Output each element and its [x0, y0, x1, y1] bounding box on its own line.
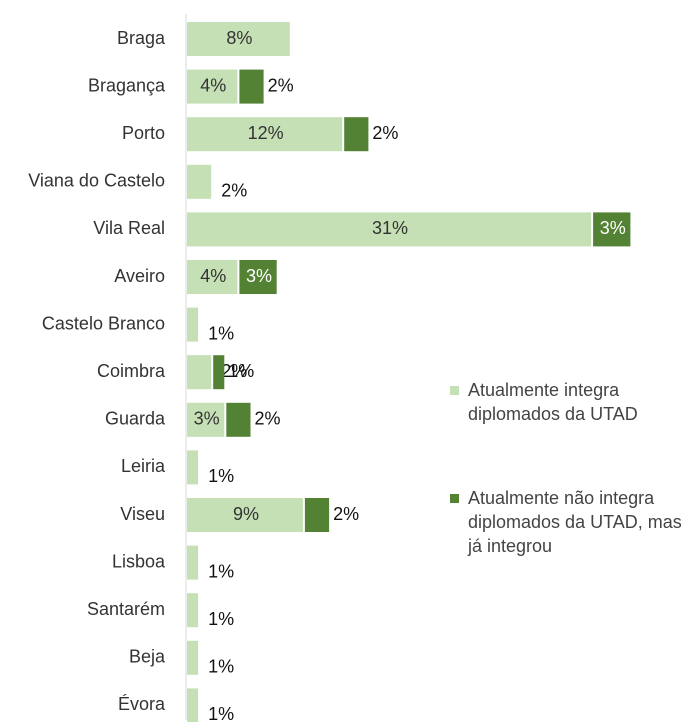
category-label: Évora: [118, 694, 166, 714]
bar-segment: [187, 593, 199, 628]
bar-segment: [187, 450, 199, 485]
category-label: Lisboa: [112, 551, 166, 571]
category-label: Guarda: [105, 409, 166, 429]
bar-segment: [239, 69, 264, 104]
value-label: 1%: [208, 561, 234, 581]
value-label: 12%: [248, 123, 284, 143]
bar-segment: [593, 212, 631, 247]
bar-segment: [344, 117, 369, 152]
category-label: Porto: [122, 123, 165, 143]
bar-segment: [226, 402, 251, 437]
bar-segment: [187, 498, 303, 532]
bar-segment: [187, 545, 199, 580]
bar-segment: [187, 164, 212, 199]
category-label: Viana do Castelo: [28, 171, 165, 191]
bar-segment: [187, 640, 199, 675]
value-label: 31%: [372, 218, 408, 238]
bar-segment: [187, 355, 212, 390]
bar-segment: [187, 69, 238, 104]
legend-item: Atualmente não integra diplomados da UTA…: [450, 486, 695, 558]
bar-segment: [239, 260, 277, 294]
category-label: Coimbra: [97, 361, 166, 381]
bar-segment: [187, 212, 592, 247]
legend-label: Atualmente integra diplomados da UTAD: [468, 380, 638, 424]
category-label: Leiria: [121, 456, 166, 476]
bar-segment: [187, 688, 199, 722]
category-label: Beja: [129, 647, 166, 667]
value-label: 1%: [208, 609, 234, 629]
value-label: 2%: [333, 504, 359, 524]
value-label: 4%: [200, 75, 226, 95]
category-label: Vila Real: [93, 218, 165, 238]
value-label: 2%: [372, 123, 398, 143]
category-label: Bragança: [88, 75, 166, 95]
category-label: Viseu: [120, 504, 165, 524]
bar-segment: [304, 498, 330, 532]
value-label: 3%: [246, 266, 272, 286]
value-label: 1%: [208, 466, 234, 486]
bar-segment: [187, 22, 290, 56]
category-label: Aveiro: [114, 266, 165, 286]
value-label: 8%: [226, 28, 252, 48]
legend-label: Atualmente não integra diplomados da UTA…: [468, 488, 682, 556]
value-label: 9%: [233, 504, 259, 524]
legend-item: Atualmente integra diplomados da UTAD: [450, 378, 695, 426]
value-label: 2%: [255, 409, 281, 429]
bar-segment: [187, 260, 238, 294]
bar-segment: [187, 402, 225, 437]
legend-swatch: [450, 386, 459, 395]
value-label: 3%: [600, 218, 626, 238]
value-label: 4%: [200, 266, 226, 286]
value-label: 2%: [268, 75, 294, 95]
value-label: 2%: [221, 361, 247, 381]
category-label: Castelo Branco: [42, 313, 165, 333]
value-label: 1%: [208, 323, 234, 343]
value-label: 1%: [228, 361, 254, 381]
category-label: Santarém: [87, 599, 165, 619]
bar-segment: [187, 307, 199, 342]
bar-segment: [187, 117, 343, 152]
value-label: 3%: [194, 409, 220, 429]
legend-swatch: [450, 494, 459, 503]
bar-segment: [213, 355, 225, 390]
value-label: 1%: [208, 704, 234, 722]
value-label: 1%: [208, 657, 234, 677]
category-label: Braga: [117, 28, 166, 48]
value-label: 2%: [221, 181, 247, 201]
